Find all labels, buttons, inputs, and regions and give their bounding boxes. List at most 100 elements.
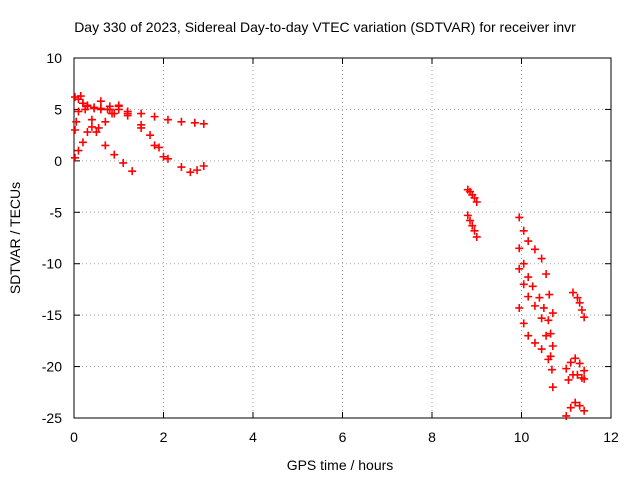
- x-tick-label: 4: [249, 429, 257, 445]
- data-point: [537, 314, 546, 323]
- x-tick-label: 8: [428, 429, 436, 445]
- data-point: [123, 111, 132, 120]
- data-point: [580, 366, 589, 375]
- data-point: [101, 141, 110, 150]
- data-point: [110, 109, 119, 118]
- data-point: [150, 112, 159, 121]
- data-point: [524, 331, 533, 340]
- y-tick-label: -20: [42, 359, 62, 375]
- data-point: [519, 280, 528, 289]
- data-point: [519, 259, 528, 268]
- series-arc-o: [564, 370, 589, 384]
- data-point: [515, 264, 524, 273]
- y-tick-label: -5: [50, 204, 63, 220]
- y-tick-labels: -25 -20 -15 -10 -5 0 5 10: [42, 50, 62, 426]
- data-point: [528, 282, 537, 291]
- x-tick-label: 0: [70, 429, 78, 445]
- data-point: [466, 216, 475, 225]
- data-point: [542, 331, 551, 340]
- x-tick-label: 12: [603, 429, 619, 445]
- data-point: [564, 375, 573, 384]
- data-point: [530, 301, 539, 310]
- series-arc-d: [76, 92, 123, 132]
- y-tick-label: -15: [42, 307, 62, 323]
- data-point: [78, 138, 87, 147]
- data-point: [573, 370, 582, 379]
- axis-ticks: [73, 57, 612, 419]
- data-point: [177, 163, 186, 172]
- data-point: [575, 298, 584, 307]
- data-point: [548, 383, 557, 392]
- data-point: [186, 168, 195, 177]
- data-point: [193, 166, 202, 175]
- data-point: [562, 364, 571, 373]
- data-point: [547, 365, 556, 374]
- data-point: [155, 143, 164, 152]
- data-point: [110, 150, 119, 159]
- data-point: [463, 211, 472, 220]
- data-point: [472, 232, 481, 241]
- data-point: [575, 401, 584, 410]
- data-point: [128, 167, 137, 176]
- data-point: [72, 117, 81, 126]
- data-point: [571, 354, 580, 363]
- series-arc-m: [568, 288, 589, 322]
- data-point: [515, 213, 524, 222]
- data-point: [96, 104, 105, 113]
- data-point: [92, 128, 101, 137]
- data-point: [71, 153, 79, 162]
- data-point: [519, 226, 528, 235]
- data-point: [544, 316, 553, 325]
- x-tick-label: 6: [339, 429, 347, 445]
- data-point: [470, 193, 479, 202]
- series-arc-l: [515, 303, 556, 374]
- data-point: [81, 105, 90, 114]
- x-tick-labels: 0 2 4 6 8 10 12: [70, 429, 619, 445]
- series-arc-n: [562, 354, 589, 375]
- data-point: [568, 288, 577, 297]
- data-point: [537, 345, 546, 354]
- series-arc-f: [96, 97, 168, 161]
- data-point: [546, 329, 555, 338]
- data-point: [566, 403, 575, 412]
- series-arc-h: [463, 211, 481, 241]
- data-point: [530, 338, 539, 347]
- data-point: [580, 313, 589, 322]
- data-point: [545, 290, 554, 299]
- data-point: [519, 319, 528, 328]
- data-point: [524, 292, 533, 301]
- data-point: [575, 359, 584, 368]
- data-point: [177, 117, 186, 126]
- series-arc-p: [562, 398, 589, 420]
- data-point: [74, 146, 83, 155]
- data-point: [137, 120, 146, 129]
- data-point: [146, 131, 155, 140]
- data-point: [137, 109, 146, 118]
- y-tick-label: 0: [54, 153, 62, 169]
- data-point: [199, 119, 208, 128]
- data-point: [119, 158, 128, 167]
- data-point: [83, 128, 92, 137]
- data-point: [83, 101, 92, 110]
- data-point: [562, 411, 571, 420]
- data-point: [103, 105, 112, 114]
- data-point: [71, 126, 79, 134]
- data-point: [199, 162, 208, 170]
- data-point: [468, 221, 477, 230]
- data-point: [580, 406, 589, 415]
- data-point: [163, 154, 172, 163]
- data-points: [71, 92, 589, 420]
- data-point: [101, 117, 110, 126]
- data-point: [548, 309, 557, 318]
- series-arc-c: [71, 122, 137, 176]
- y-axis-label: SDTVAR / TECUs: [7, 182, 23, 294]
- data-point: [530, 245, 539, 254]
- series-arc-k: [515, 264, 557, 392]
- data-point: [74, 107, 83, 116]
- data-point: [94, 123, 103, 132]
- data-point: [515, 303, 524, 312]
- series-arc-i: [515, 213, 557, 318]
- series-arc-g: [463, 185, 481, 206]
- x-tick-label: 10: [514, 429, 530, 445]
